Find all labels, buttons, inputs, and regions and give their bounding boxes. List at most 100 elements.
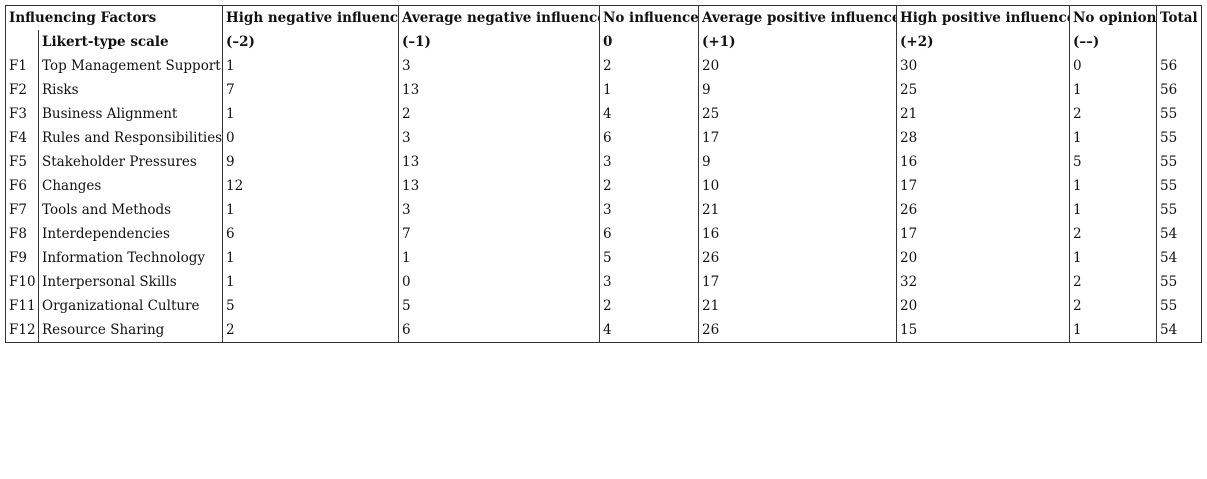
header-cell: Average negative influence xyxy=(398,6,599,30)
count-cell: 1 xyxy=(1069,198,1156,222)
count-cell: 55 xyxy=(1156,102,1201,126)
factor-row: F2 Risks 7 13 1 9 25 1 56 xyxy=(5,78,1201,102)
count-cell: 21 xyxy=(896,102,1069,126)
count-cell: 54 xyxy=(1156,246,1201,270)
count-cell: 3 xyxy=(599,150,698,174)
factor-table: Influencing Factors High negative influen… xyxy=(5,5,1203,343)
count-cell: 5 xyxy=(1069,150,1156,174)
scale-cell: (+1) xyxy=(698,30,896,54)
count-cell: 1 xyxy=(222,198,398,222)
factor-id: F7 xyxy=(5,198,38,222)
count-cell: 1 xyxy=(222,102,398,126)
count-cell: 5 xyxy=(222,294,398,318)
factor-id: F6 xyxy=(5,174,38,198)
count-cell: 21 xyxy=(698,198,896,222)
factor-row: F5 Stakeholder Pressures 9 13 3 9 16 5 55 xyxy=(5,150,1201,174)
count-cell: 7 xyxy=(398,222,599,246)
count-cell: 20 xyxy=(896,294,1069,318)
count-cell: 26 xyxy=(698,246,896,270)
count-cell: 13 xyxy=(398,174,599,198)
count-cell: 25 xyxy=(698,102,896,126)
factor-row: F12 Resource Sharing 2 6 4 26 15 1 54 xyxy=(5,318,1201,342)
scale-label: Likert-type scale xyxy=(38,30,222,54)
factor-id: F5 xyxy=(5,150,38,174)
factor-name: Interdependencies xyxy=(38,222,222,246)
count-cell: 3 xyxy=(599,198,698,222)
count-cell: 0 xyxy=(398,270,599,294)
count-cell: 1 xyxy=(1069,126,1156,150)
factor-id: F9 xyxy=(5,246,38,270)
count-cell: 5 xyxy=(599,246,698,270)
count-cell: 20 xyxy=(698,54,896,78)
factor-name: Tools and Methods xyxy=(38,198,222,222)
factor-name: Changes xyxy=(38,174,222,198)
count-cell: 9 xyxy=(222,150,398,174)
factor-name: Top Management Support xyxy=(38,54,222,78)
count-cell: 56 xyxy=(1156,78,1201,102)
count-cell: 6 xyxy=(222,222,398,246)
count-cell: 55 xyxy=(1156,126,1201,150)
count-cell: 2 xyxy=(398,102,599,126)
count-cell: 1 xyxy=(398,246,599,270)
scale-cell: (–1) xyxy=(398,30,599,54)
count-cell: 1 xyxy=(1069,174,1156,198)
count-cell: 9 xyxy=(698,78,896,102)
count-cell: 4 xyxy=(599,102,698,126)
header-cell: Average positive influence xyxy=(698,6,896,30)
factor-name: Risks xyxy=(38,78,222,102)
count-cell: 2 xyxy=(599,54,698,78)
count-cell: 2 xyxy=(222,318,398,342)
count-cell: 7 xyxy=(222,78,398,102)
count-cell: 17 xyxy=(896,222,1069,246)
count-cell: 6 xyxy=(599,222,698,246)
count-cell: 9 xyxy=(698,150,896,174)
header-cell: No opinion xyxy=(1069,6,1156,30)
count-cell: 55 xyxy=(1156,150,1201,174)
count-cell: 17 xyxy=(698,270,896,294)
count-cell: 3 xyxy=(398,198,599,222)
count-cell: 6 xyxy=(599,126,698,150)
count-cell: 16 xyxy=(698,222,896,246)
scale-cell: 0 xyxy=(599,30,698,54)
factor-name: Resource Sharing xyxy=(38,318,222,342)
factor-row: F4 Rules and Responsibilities 0 3 6 17 28 1 55 xyxy=(5,126,1201,150)
count-cell: 2 xyxy=(1069,222,1156,246)
count-cell: 26 xyxy=(896,198,1069,222)
count-cell: 1 xyxy=(222,54,398,78)
factor-row: F10 Interpersonal Skills 1 0 3 17 32 2 55 xyxy=(5,270,1201,294)
factor-row: F3 Business Alignment 1 2 4 25 21 2 55 xyxy=(5,102,1201,126)
count-cell: 55 xyxy=(1156,270,1201,294)
header-cell: High negative influence xyxy=(222,6,398,30)
factor-row: F1 Top Management Support 1 3 2 20 30 0 56 xyxy=(5,54,1201,78)
factor-name: Organizational Culture xyxy=(38,294,222,318)
factor-row: F6 Changes 12 13 2 10 17 1 55 xyxy=(5,174,1201,198)
count-cell: 5 xyxy=(398,294,599,318)
count-cell: 55 xyxy=(1156,198,1201,222)
count-cell: 17 xyxy=(896,174,1069,198)
header-cell: Influencing Factors xyxy=(5,6,222,30)
count-cell: 16 xyxy=(896,150,1069,174)
count-cell: 21 xyxy=(698,294,896,318)
empty-cell xyxy=(1156,30,1201,54)
factor-name: Interpersonal Skills xyxy=(38,270,222,294)
count-cell: 15 xyxy=(896,318,1069,342)
scale-cell: (+2) xyxy=(896,30,1069,54)
table-body: F1 Top Management Support 1 3 2 20 30 0 56 F2 Risk… xyxy=(5,54,1201,342)
count-cell: 55 xyxy=(1156,294,1201,318)
factor-id: F8 xyxy=(5,222,38,246)
count-cell: 6 xyxy=(398,318,599,342)
factor-name: Stakeholder Pressures xyxy=(38,150,222,174)
count-cell: 1 xyxy=(599,78,698,102)
count-cell: 4 xyxy=(599,318,698,342)
count-cell: 3 xyxy=(398,126,599,150)
factor-id: F4 xyxy=(5,126,38,150)
factor-id: F3 xyxy=(5,102,38,126)
empty-cell xyxy=(5,30,38,54)
count-cell: 2 xyxy=(1069,294,1156,318)
factor-name: Rules and Responsibilities xyxy=(38,126,222,150)
factor-row: F8 Interdependencies 6 7 6 16 17 2 54 xyxy=(5,222,1201,246)
count-cell: 1 xyxy=(222,270,398,294)
count-cell: 2 xyxy=(599,294,698,318)
count-cell: 54 xyxy=(1156,318,1201,342)
